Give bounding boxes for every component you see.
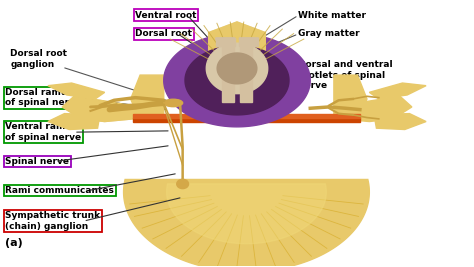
Polygon shape [239, 38, 258, 46]
Text: Rami communicantes: Rami communicantes [5, 186, 114, 195]
Polygon shape [206, 43, 268, 94]
Polygon shape [133, 113, 360, 117]
Text: Spinal nerve: Spinal nerve [5, 157, 69, 166]
Polygon shape [131, 75, 164, 121]
Polygon shape [216, 38, 235, 46]
Text: (a): (a) [5, 238, 23, 248]
Text: Dorsal ramus
of spinal nerve: Dorsal ramus of spinal nerve [5, 88, 82, 107]
Polygon shape [216, 38, 235, 45]
Text: Ventral ramus
of spinal nerve: Ventral ramus of spinal nerve [5, 123, 82, 142]
Polygon shape [48, 83, 105, 99]
Polygon shape [166, 184, 326, 244]
Polygon shape [334, 75, 367, 121]
Polygon shape [62, 96, 140, 121]
Polygon shape [62, 96, 140, 121]
Polygon shape [217, 53, 257, 84]
Polygon shape [222, 38, 234, 102]
Polygon shape [374, 113, 426, 129]
Text: Dorsal root: Dorsal root [136, 29, 192, 38]
Text: Ventral root: Ventral root [136, 11, 197, 20]
Text: Gray matter: Gray matter [299, 29, 360, 38]
Polygon shape [334, 96, 412, 121]
Polygon shape [124, 179, 369, 267]
Polygon shape [209, 22, 265, 75]
Ellipse shape [164, 99, 182, 107]
Polygon shape [133, 117, 360, 121]
Text: Dorsal root
ganglion: Dorsal root ganglion [10, 49, 67, 69]
Polygon shape [239, 38, 258, 45]
Text: Sympathetic trunk
(chain) ganglion: Sympathetic trunk (chain) ganglion [5, 211, 100, 231]
Polygon shape [240, 38, 252, 102]
Ellipse shape [177, 179, 189, 189]
Text: Dorsal and ventral
rootlets of spinal
nerve: Dorsal and ventral rootlets of spinal ne… [299, 60, 393, 90]
Polygon shape [164, 34, 310, 127]
Polygon shape [209, 22, 265, 75]
Text: White matter: White matter [299, 11, 366, 20]
Polygon shape [369, 83, 426, 99]
Polygon shape [48, 113, 100, 129]
Polygon shape [185, 46, 289, 115]
